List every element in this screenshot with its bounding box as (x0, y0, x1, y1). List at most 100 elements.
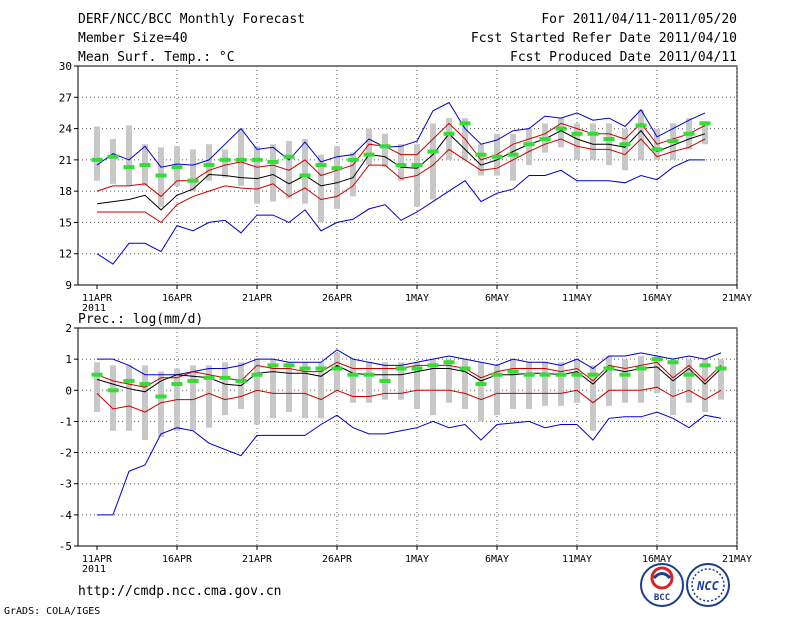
prec-spread-box (462, 359, 468, 409)
prec-median-dash (635, 366, 647, 371)
prec-spread-box (718, 359, 724, 400)
temp-spread-box (638, 109, 644, 160)
prec-spread-box (302, 362, 308, 419)
temp-series-min (96, 159, 705, 265)
prec-spread-box (542, 362, 548, 406)
prec-median-dash (203, 375, 215, 380)
temp-median-dash (507, 152, 519, 157)
prec-spread-box (190, 365, 196, 431)
temp-median-dash (683, 131, 695, 136)
temp-spread-box (510, 133, 516, 181)
temp-series-upper (96, 122, 706, 198)
prec-median-dash (251, 372, 263, 377)
temp-spread-box (190, 149, 196, 192)
temp-xtick-label: 1MAY (405, 293, 429, 304)
temp-series-mean (96, 129, 706, 211)
temp-median-dash (251, 157, 263, 162)
prec-median-dash (171, 382, 183, 387)
prec-spread-box (430, 359, 436, 416)
prec-series-mean (96, 364, 722, 393)
temp-median-dash (267, 159, 279, 164)
prec-median-dash (699, 363, 711, 368)
prec-median-dash (411, 366, 423, 371)
prec-median-dash (395, 366, 407, 371)
temp-median-dash (171, 165, 183, 170)
prec-median-dash (587, 372, 599, 377)
temp-median-dash (699, 121, 711, 126)
temp-spread-box (702, 121, 708, 145)
temp-median-dash (571, 131, 583, 136)
temp-spread-box (110, 139, 116, 184)
prec-median-dash (667, 360, 679, 365)
source-url[interactable]: http://cmdp.ncc.cma.gov.cn (78, 584, 282, 599)
prec-median-dash (91, 372, 103, 377)
prec-xtick-label: 11APR (82, 554, 113, 565)
prec-spread-box (254, 359, 260, 425)
prec-xtick-label: 6MAY (485, 554, 509, 565)
prec-xtick-label: 26APR (322, 554, 353, 565)
prec-spread-box (110, 365, 116, 431)
temp-spread-box (350, 152, 356, 197)
prec-spread-box (446, 359, 452, 403)
prec-ytick-label: 2 (65, 322, 72, 335)
prec-spread-box (670, 359, 676, 416)
temp-spread-box (382, 133, 388, 168)
prec-spread-box (478, 362, 484, 422)
prec-spread-box (142, 365, 148, 441)
prec-series-upper (96, 361, 722, 388)
prec-xtick-label: 16APR (162, 554, 193, 565)
prec-spread-box (350, 359, 356, 403)
prec-spread-box (590, 365, 596, 431)
temp-median-dash (651, 147, 663, 152)
temp-median-dash (139, 163, 151, 168)
prec-xtick-label: 11MAY (562, 554, 592, 565)
temp-median-dash (107, 154, 119, 159)
prec-median-dash (315, 366, 327, 371)
prec-spread-box (494, 365, 500, 416)
prec-median-dash (491, 372, 503, 377)
temp-spread-box (126, 125, 132, 186)
prec-xtick-label: 21MAY (722, 554, 752, 565)
prec-median-dash (363, 372, 375, 377)
temp-spread-box (238, 128, 244, 186)
forecast-period: For 2011/04/11-2011/05/20 (541, 12, 737, 27)
temp-median-dash (667, 139, 679, 144)
temp-xtick-label: 11APR (82, 293, 113, 304)
temp-xtick-label: 16MAY (642, 293, 672, 304)
prec-spread-box (574, 359, 580, 403)
prec-spread-box (222, 362, 228, 416)
prec-spread-box (270, 359, 276, 419)
prec-spread-box (94, 362, 100, 413)
prec-spread-box (158, 371, 164, 437)
temp-median-dash (539, 137, 551, 141)
prec-median-dash (715, 366, 727, 371)
prec-spread-box (686, 359, 692, 403)
prec-median-dash (187, 378, 199, 383)
prec-ytick-label: -2 (59, 447, 72, 460)
temp-median-dash (491, 154, 503, 159)
temp-spread-box (206, 144, 212, 181)
prec-median-dash (523, 372, 535, 377)
temp-ytick-label: 21 (59, 154, 72, 167)
temp-median-dash (619, 142, 631, 147)
temp-median-dash (475, 152, 487, 157)
prec-ytick-label: -1 (59, 415, 72, 428)
temp-spread-box (526, 128, 532, 166)
temp-spread-box (318, 154, 324, 223)
temp-ytick-label: 12 (59, 248, 72, 261)
temp-median-dash (219, 157, 231, 162)
prec-median-dash (379, 378, 391, 383)
prec-series-lower (96, 386, 722, 413)
produced-date: Fcst Produced Date 2011/04/11 (510, 50, 737, 65)
temp-median-dash (299, 173, 311, 178)
prec-ytick-label: -5 (59, 540, 72, 553)
started-refer-date: Fcst Started Refer Date 2011/04/10 (471, 31, 737, 46)
temp-median-dash (411, 163, 423, 168)
temp-median-dash (91, 157, 103, 162)
prec-median-dash (155, 394, 167, 399)
temp-median-dash (347, 157, 359, 162)
prec-spread-box (510, 359, 516, 409)
temp-spread-box (94, 126, 100, 181)
